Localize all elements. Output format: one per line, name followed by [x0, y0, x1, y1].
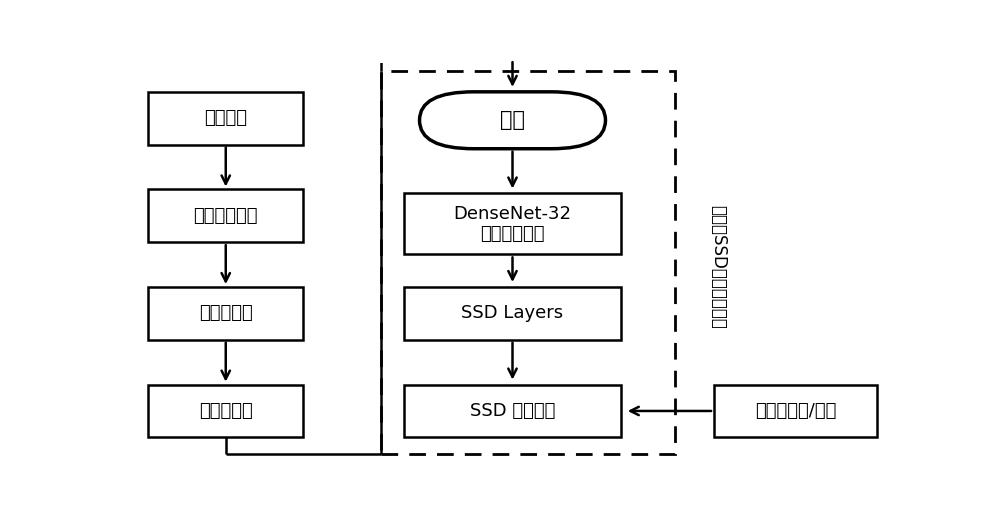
FancyBboxPatch shape: [148, 287, 303, 340]
FancyBboxPatch shape: [404, 287, 621, 340]
Text: 输入: 输入: [500, 110, 525, 130]
FancyBboxPatch shape: [420, 92, 606, 149]
FancyBboxPatch shape: [148, 190, 303, 242]
FancyBboxPatch shape: [148, 92, 303, 145]
Text: DenseNet-32
特征提取网络: DenseNet-32 特征提取网络: [454, 204, 572, 243]
Text: 改进的SSD神经网络结构: 改进的SSD神经网络结构: [709, 205, 727, 328]
FancyBboxPatch shape: [404, 384, 621, 437]
FancyBboxPatch shape: [148, 384, 303, 437]
Text: 待检测图片/视频: 待检测图片/视频: [755, 402, 836, 420]
Ellipse shape: [420, 92, 528, 149]
Text: SSD 权重模型: SSD 权重模型: [470, 402, 555, 420]
Text: 原始图片: 原始图片: [204, 109, 247, 127]
Text: 图像预处理: 图像预处理: [199, 305, 253, 323]
Bar: [474, 92, 551, 149]
Text: 训练数据集: 训练数据集: [199, 402, 253, 420]
FancyBboxPatch shape: [714, 384, 877, 437]
Text: 图像数据增广: 图像数据增广: [194, 207, 258, 225]
Ellipse shape: [497, 92, 606, 149]
FancyBboxPatch shape: [404, 193, 621, 254]
Text: SSD Layers: SSD Layers: [461, 305, 564, 323]
